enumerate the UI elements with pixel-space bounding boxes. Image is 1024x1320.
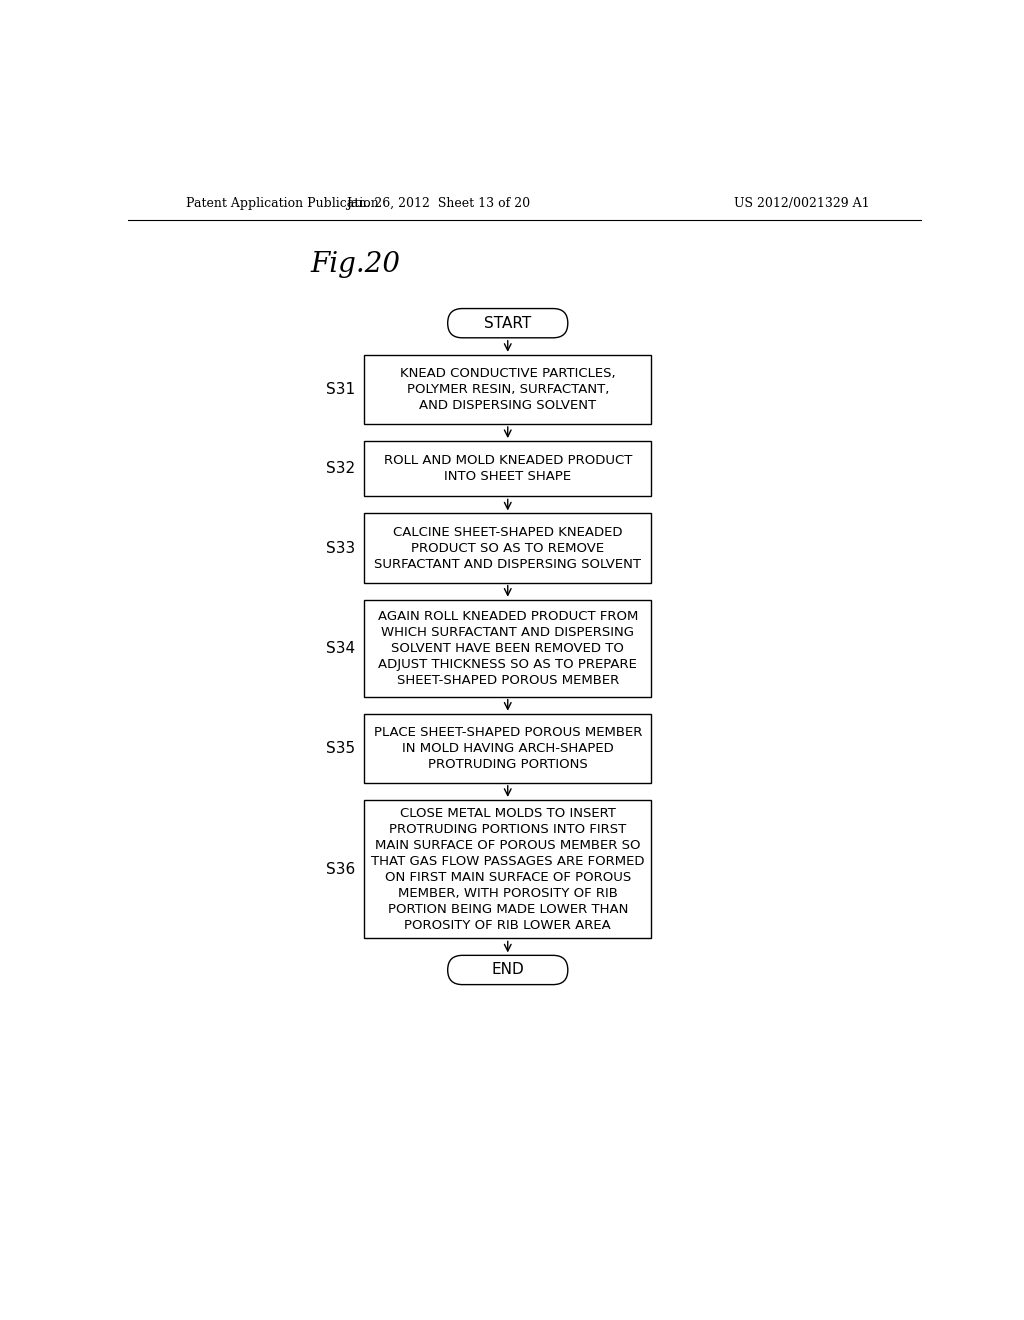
Text: AGAIN ROLL KNEADED PRODUCT FROM
WHICH SURFACTANT AND DISPERSING
SOLVENT HAVE BEE: AGAIN ROLL KNEADED PRODUCT FROM WHICH SU… (378, 610, 638, 686)
Text: PLACE SHEET-SHAPED POROUS MEMBER
IN MOLD HAVING ARCH-SHAPED
PROTRUDING PORTIONS: PLACE SHEET-SHAPED POROUS MEMBER IN MOLD… (374, 726, 642, 771)
Text: S33: S33 (326, 540, 355, 556)
Text: Patent Application Publication: Patent Application Publication (186, 197, 379, 210)
FancyBboxPatch shape (447, 309, 568, 338)
FancyBboxPatch shape (447, 956, 568, 985)
Bar (365, 800, 651, 939)
Bar (365, 599, 651, 697)
Text: S31: S31 (326, 381, 355, 397)
Text: S32: S32 (326, 461, 355, 477)
Text: S36: S36 (326, 862, 355, 876)
Text: S34: S34 (326, 640, 355, 656)
Text: END: END (492, 962, 524, 978)
Text: Fig.20: Fig.20 (310, 251, 400, 277)
Bar (365, 513, 651, 582)
Text: S35: S35 (326, 741, 355, 756)
Bar (365, 441, 651, 496)
Text: Jan. 26, 2012  Sheet 13 of 20: Jan. 26, 2012 Sheet 13 of 20 (346, 197, 530, 210)
Text: US 2012/0021329 A1: US 2012/0021329 A1 (734, 197, 870, 210)
Text: CALCINE SHEET-SHAPED KNEADED
PRODUCT SO AS TO REMOVE
SURFACTANT AND DISPERSING S: CALCINE SHEET-SHAPED KNEADED PRODUCT SO … (374, 525, 641, 570)
Text: ROLL AND MOLD KNEADED PRODUCT
INTO SHEET SHAPE: ROLL AND MOLD KNEADED PRODUCT INTO SHEET… (384, 454, 632, 483)
Bar (365, 714, 651, 783)
Bar (365, 355, 651, 424)
Text: CLOSE METAL MOLDS TO INSERT
PROTRUDING PORTIONS INTO FIRST
MAIN SURFACE OF POROU: CLOSE METAL MOLDS TO INSERT PROTRUDING P… (371, 807, 644, 932)
Text: KNEAD CONDUCTIVE PARTICLES,
POLYMER RESIN, SURFACTANT,
AND DISPERSING SOLVENT: KNEAD CONDUCTIVE PARTICLES, POLYMER RESI… (400, 367, 615, 412)
Text: START: START (484, 315, 531, 331)
